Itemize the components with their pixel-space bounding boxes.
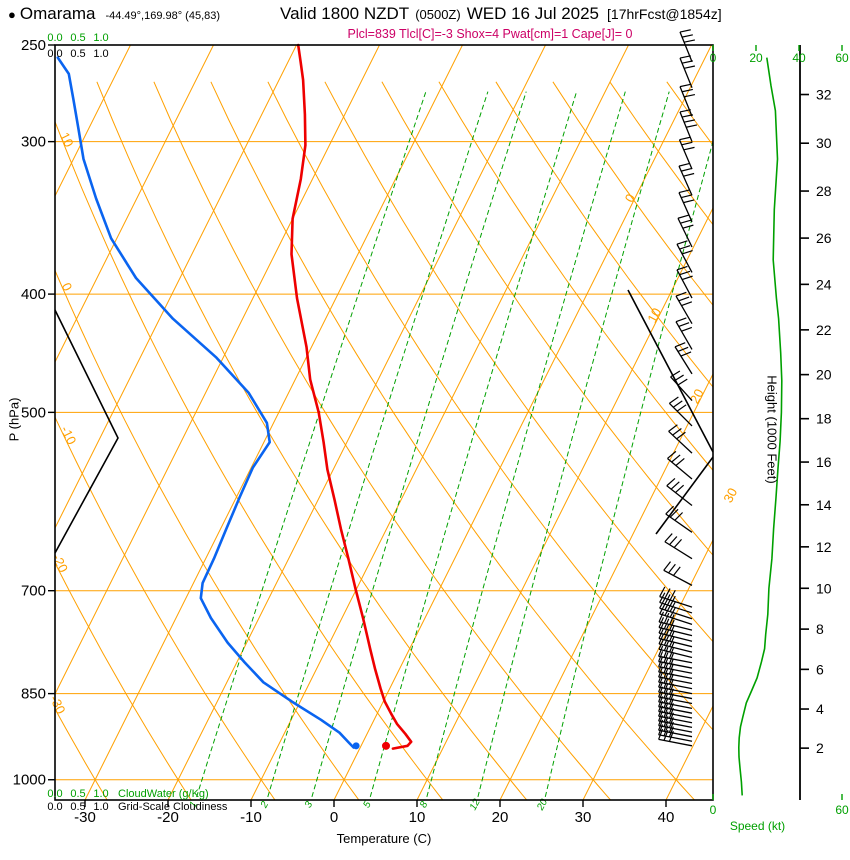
svg-text:12: 12 (816, 539, 832, 555)
surface-dewpoint-marker (352, 742, 360, 750)
svg-text:1.0: 1.0 (93, 32, 108, 44)
svg-text:10: 10 (57, 130, 77, 150)
svg-text:3: 3 (303, 799, 316, 809)
speed-scale: 0 20 40 60 0 60 (710, 45, 849, 817)
svg-text:0: 0 (59, 280, 76, 293)
svg-text:30: 30 (816, 135, 832, 151)
svg-text:5: 5 (361, 799, 374, 809)
pressure-axis: 250 300 400 500 700 850 1000 (13, 37, 55, 789)
svg-text:4: 4 (816, 701, 824, 717)
title-bar: ● Omarama -44.49°,169.98° (45,83) Valid 180… (8, 4, 722, 24)
height-axis-label: Height (1000 Feet) (764, 375, 780, 484)
temperature-curve (290, 43, 413, 750)
svg-text:40: 40 (658, 809, 675, 826)
svg-text:1.0: 1.0 (93, 48, 108, 60)
dry-adiabat-labels: 10 0 -10 -20 -30 (47, 130, 80, 716)
svg-text:1000: 1000 (13, 772, 46, 789)
svg-text:20: 20 (535, 797, 551, 813)
plot-frame (54, 44, 714, 801)
svg-text:500: 500 (21, 404, 46, 421)
svg-text:60: 60 (835, 51, 849, 65)
svg-text:30: 30 (575, 809, 592, 826)
svg-text:10: 10 (644, 305, 664, 325)
wind-speed-curve (737, 57, 783, 796)
svg-text:2: 2 (816, 740, 824, 756)
svg-text:0: 0 (710, 51, 717, 65)
mixing-ratio-labels: 1 2 3 5 8 12 20 (188, 797, 551, 813)
svg-text:0: 0 (622, 191, 639, 204)
svg-text:22: 22 (816, 322, 832, 338)
svg-text:700: 700 (21, 583, 46, 600)
station-bullet-icon: ● (8, 7, 16, 22)
surface-temperature-marker (381, 741, 390, 750)
svg-text:40: 40 (792, 51, 806, 65)
svg-text:-20: -20 (49, 551, 71, 574)
station-name: Omarama (19, 4, 96, 23)
svg-text:2: 2 (258, 799, 271, 810)
cloudiness-scale-label: Grid-Scale Cloudiness (118, 801, 228, 813)
valid-time-utc: (0500Z) (415, 7, 461, 22)
svg-text:0.0: 0.0 (47, 788, 62, 800)
svg-text:1.0: 1.0 (93, 801, 108, 813)
forecast-run-info: [17hrFcst@1854z] (607, 6, 722, 22)
dewpoint-curve (56, 56, 355, 749)
svg-text:0: 0 (330, 809, 338, 826)
valid-time: Valid 1800 NZDT (280, 4, 410, 23)
cloudwater-scale-label: CloudWater (g/Kg) (118, 788, 209, 800)
mixing-ratio-lines (195, 91, 713, 800)
svg-text:0.5: 0.5 (70, 788, 85, 800)
svg-text:-10: -10 (58, 424, 80, 447)
svg-text:400: 400 (21, 286, 46, 303)
svg-text:60: 60 (835, 803, 849, 817)
svg-text:20: 20 (816, 367, 832, 383)
svg-text:14: 14 (816, 497, 832, 513)
svg-text:10: 10 (816, 580, 832, 596)
svg-text:20: 20 (687, 386, 707, 406)
svg-text:-30: -30 (74, 809, 96, 826)
svg-text:16: 16 (816, 454, 832, 470)
temperature-axis: -30 -20 -10 0 10 20 30 40 (74, 800, 674, 826)
svg-text:8: 8 (418, 799, 431, 809)
svg-text:0.0: 0.0 (47, 801, 62, 813)
svg-text:1.0: 1.0 (93, 788, 108, 800)
svg-text:0.0: 0.0 (47, 32, 62, 44)
valid-date: WED 16 Jul 2025 (466, 4, 600, 23)
svg-text:30: 30 (720, 485, 740, 505)
profile-outlines (54, 289, 714, 554)
wind-barbs (658, 29, 698, 747)
svg-text:8: 8 (816, 621, 824, 637)
svg-text:-30: -30 (47, 693, 69, 716)
skewt-grid (55, 45, 713, 800)
svg-text:24: 24 (816, 276, 832, 292)
sounding-indices: Plcl=839 Tlcl[C]=-3 Shox=4 Pwat[cm]=1 Ca… (347, 27, 633, 41)
svg-text:20: 20 (749, 51, 763, 65)
temperature-axis-label: Temperature (C) (336, 831, 432, 846)
svg-text:0.5: 0.5 (70, 48, 85, 60)
isotherm-labels: 0 10 20 30 (622, 191, 741, 505)
cloud-scales: 0.00.00.00.00.50.50.50.51.01.01.01.0 (47, 32, 108, 813)
svg-text:0.5: 0.5 (70, 801, 85, 813)
svg-text:250: 250 (21, 37, 46, 54)
svg-text:18: 18 (816, 411, 832, 427)
svg-text:0.0: 0.0 (47, 48, 62, 60)
svg-text:-10: -10 (240, 809, 262, 826)
svg-text:28: 28 (816, 183, 832, 199)
svg-text:10: 10 (409, 809, 426, 826)
svg-text:300: 300 (21, 134, 46, 151)
svg-text:6: 6 (816, 661, 824, 677)
svg-text:26: 26 (816, 230, 832, 246)
svg-text:0.5: 0.5 (70, 32, 85, 44)
svg-text:32: 32 (816, 87, 832, 103)
svg-text:850: 850 (21, 686, 46, 703)
svg-text:0: 0 (710, 803, 717, 817)
svg-text:-20: -20 (157, 809, 179, 826)
speed-axis-label: Speed (kt) (729, 819, 786, 833)
svg-text:20: 20 (492, 809, 509, 826)
pressure-axis-label: P (hPa) (6, 397, 22, 442)
station-coordinates: -44.49°,169.98° (45,83) (105, 10, 221, 22)
svg-text:1: 1 (188, 800, 200, 810)
